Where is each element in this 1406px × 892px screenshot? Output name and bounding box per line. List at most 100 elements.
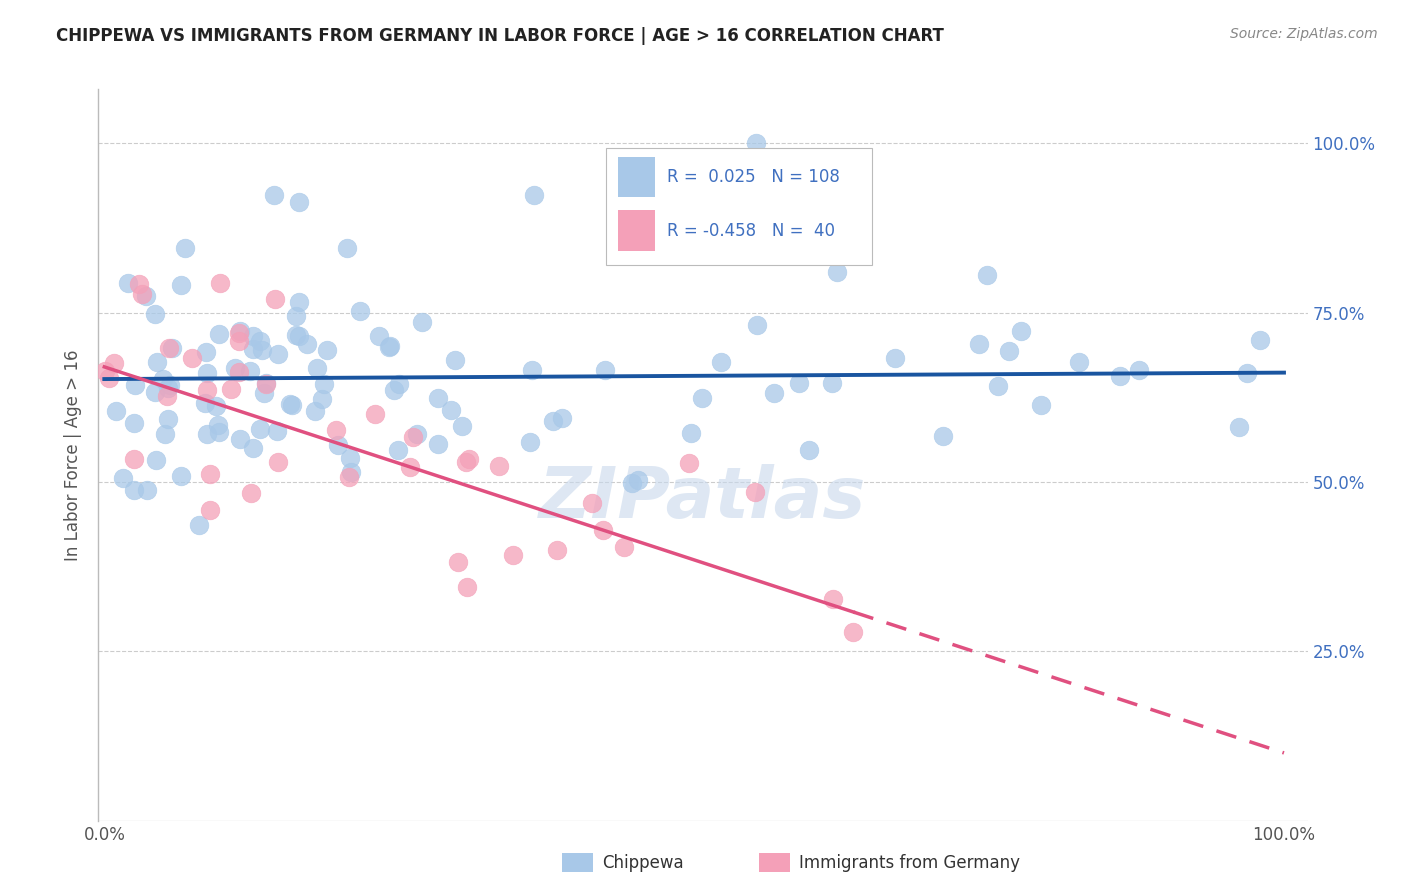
Point [153, 426, 176, 441]
Point [678, 456, 700, 470]
Point [314, 376, 336, 391]
Point [170, 278, 193, 293]
Point [976, 268, 998, 282]
Point [1227, 419, 1250, 434]
Point [967, 336, 990, 351]
Point [378, 340, 401, 354]
Point [194, 395, 217, 409]
Point [124, 377, 146, 392]
Y-axis label: In Labor Force | Age > 16: In Labor Force | Age > 16 [65, 349, 83, 561]
Point [454, 455, 477, 469]
Point [842, 625, 865, 640]
Point [208, 425, 231, 439]
Point [228, 365, 250, 379]
Text: Chippewa: Chippewa [602, 855, 683, 872]
Point [117, 276, 139, 290]
Point [135, 288, 157, 302]
Point [254, 376, 277, 391]
Point [745, 318, 768, 332]
Text: Immigrants from Germany: Immigrants from Germany [799, 855, 1019, 872]
Point [368, 328, 391, 343]
Point [249, 334, 271, 348]
Point [188, 517, 211, 532]
Point [427, 437, 450, 451]
Point [311, 392, 333, 406]
Point [1031, 398, 1053, 412]
Point [551, 411, 574, 425]
Point [242, 342, 264, 356]
Point [145, 452, 167, 467]
Point [128, 277, 150, 292]
Point [263, 188, 285, 202]
Point [228, 326, 250, 340]
Point [411, 315, 433, 329]
Point [932, 428, 955, 442]
Point [224, 360, 246, 375]
Point [998, 344, 1021, 359]
Point [1236, 366, 1258, 380]
Point [797, 442, 820, 457]
Point [288, 328, 311, 343]
Point [195, 427, 218, 442]
Point [278, 397, 301, 411]
Point [446, 555, 468, 569]
Point [156, 412, 179, 426]
Point [821, 376, 844, 390]
Point [200, 467, 222, 481]
Point [378, 339, 401, 353]
Point [155, 389, 177, 403]
Point [1067, 355, 1090, 369]
Point [787, 376, 810, 391]
Point [592, 523, 614, 537]
Point [546, 543, 568, 558]
Point [593, 362, 616, 376]
Point [440, 402, 463, 417]
Point [339, 465, 361, 479]
Point [710, 355, 733, 369]
Point [519, 435, 541, 450]
Point [143, 307, 166, 321]
Point [883, 351, 905, 366]
Point [384, 383, 406, 397]
Point [228, 334, 250, 348]
Point [229, 324, 252, 338]
Point [288, 195, 311, 210]
Point [180, 351, 202, 365]
Text: ZIPatlas: ZIPatlas [540, 465, 866, 533]
Point [451, 419, 474, 434]
Point [458, 452, 481, 467]
Point [122, 452, 145, 467]
FancyBboxPatch shape [606, 148, 872, 265]
Point [1108, 368, 1130, 383]
Bar [619, 157, 655, 197]
Point [620, 475, 643, 490]
Point [1010, 325, 1032, 339]
Point [242, 441, 264, 455]
Point [339, 450, 361, 465]
Bar [619, 211, 655, 251]
Point [174, 241, 197, 255]
Point [103, 356, 125, 370]
Point [267, 455, 290, 469]
Point [152, 372, 174, 386]
Point [205, 399, 228, 413]
Point [326, 438, 349, 452]
Point [681, 425, 703, 440]
Point [242, 329, 264, 343]
Point [131, 287, 153, 301]
Point [266, 424, 288, 438]
Point [581, 496, 603, 510]
Point [387, 442, 409, 457]
Point [745, 136, 768, 151]
Text: Source: ZipAtlas.com: Source: ZipAtlas.com [1230, 27, 1378, 41]
Point [325, 423, 347, 437]
Point [349, 304, 371, 318]
Point [157, 341, 180, 355]
Point [209, 276, 232, 290]
Point [364, 407, 387, 421]
Point [94, 364, 117, 378]
Point [337, 469, 360, 483]
Point [170, 469, 193, 483]
Point [398, 460, 420, 475]
Point [690, 391, 713, 405]
